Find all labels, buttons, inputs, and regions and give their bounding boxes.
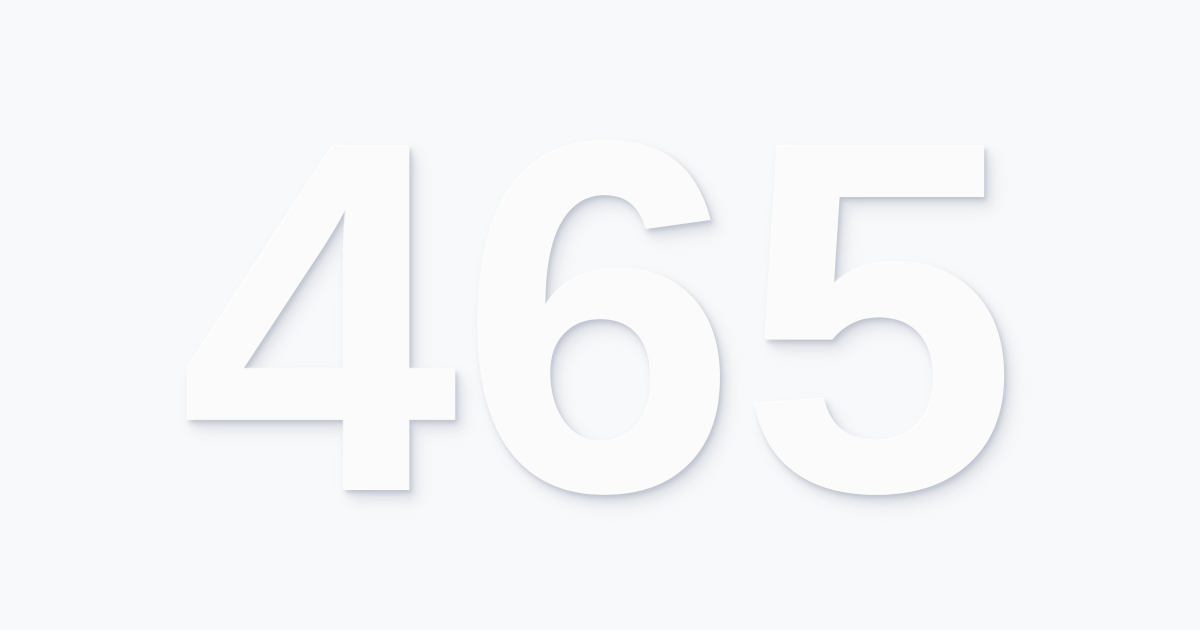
number-display: 465	[179, 37, 1021, 596]
